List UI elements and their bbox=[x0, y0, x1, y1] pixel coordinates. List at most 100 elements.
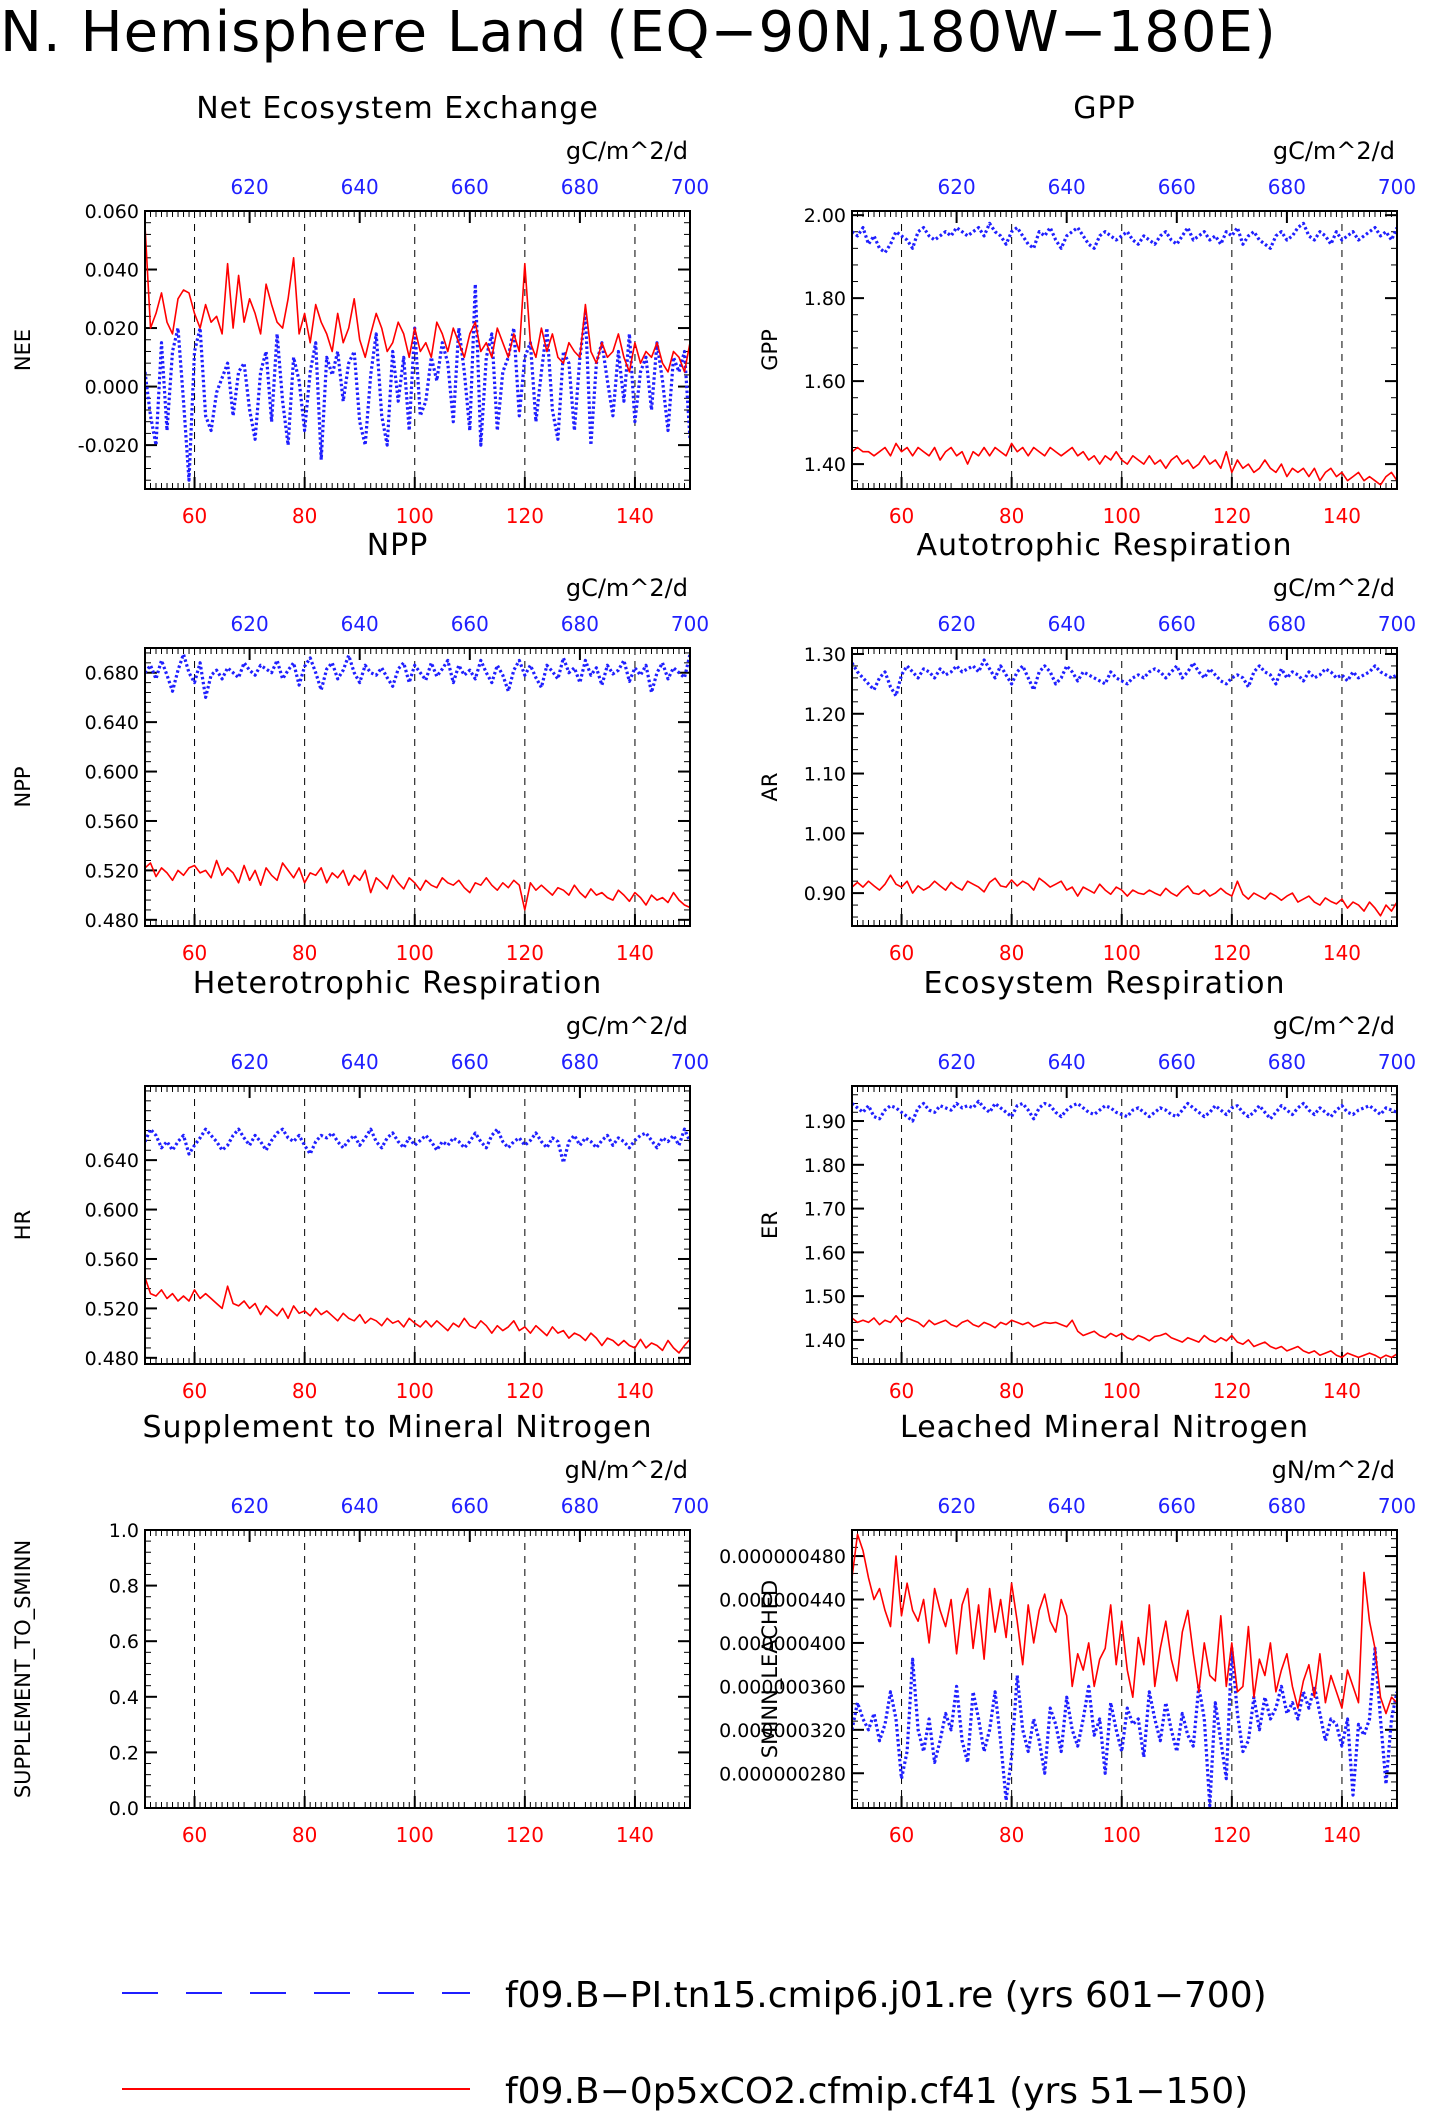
x-tick-label: 140 bbox=[616, 1823, 654, 1847]
top-tick-label: 620 bbox=[938, 612, 976, 636]
y-axis-label: NPP bbox=[11, 766, 35, 807]
series-line-a bbox=[852, 1646, 1397, 1808]
chart-title: Ecosystem Respiration bbox=[924, 966, 1286, 1001]
y-tick-label: 1.60 bbox=[804, 371, 846, 393]
chart-title: Net Ecosystem Exchange bbox=[196, 91, 599, 126]
y-tick-label: 1.80 bbox=[804, 1155, 846, 1177]
x-tick-label: 100 bbox=[1103, 1379, 1141, 1403]
series-line-b bbox=[852, 874, 1397, 917]
x-tick-label: 120 bbox=[506, 504, 544, 528]
y-tick-label: 0.480 bbox=[85, 910, 139, 932]
y-tick-label: 0.060 bbox=[85, 201, 139, 223]
chart-title: Supplement to Mineral Nitrogen bbox=[143, 1410, 653, 1445]
y-tick-label: 0.520 bbox=[85, 860, 139, 882]
top-axis-units: gC/m^2/d bbox=[1273, 574, 1395, 602]
series-line-a bbox=[852, 1099, 1397, 1123]
top-tick-label: 680 bbox=[561, 1050, 599, 1074]
x-tick-label: 60 bbox=[182, 504, 207, 528]
chart-panel-5: Heterotrophic Respiration gC/m^2/d 60 80 100… bbox=[11, 966, 709, 1403]
chart-panel-7: Supplement to Mineral Nitrogen gN/m^2/d 60… bbox=[11, 1410, 709, 1847]
top-tick-label: 660 bbox=[451, 1494, 489, 1518]
top-tick-label: 620 bbox=[231, 175, 269, 199]
x-tick-label: 100 bbox=[1103, 1823, 1141, 1847]
top-tick-label: 640 bbox=[341, 175, 379, 199]
series-line-b bbox=[852, 1315, 1397, 1360]
x-tick-label: 140 bbox=[1323, 941, 1361, 965]
chart-title: Autotrophic Respiration bbox=[916, 528, 1292, 563]
x-tick-label: 120 bbox=[1213, 504, 1251, 528]
plot-frame bbox=[851, 210, 1398, 490]
series-line-b bbox=[145, 859, 690, 911]
chart-title: Heterotrophic Respiration bbox=[193, 966, 603, 1001]
y-axis-label: GPP bbox=[758, 329, 782, 371]
top-tick-label: 700 bbox=[1378, 1050, 1416, 1074]
y-tick-label: 0.640 bbox=[85, 1150, 139, 1172]
y-tick-label: -0.020 bbox=[78, 435, 139, 457]
y-tick-label: 1.20 bbox=[804, 704, 846, 726]
y-tick-label: 0.520 bbox=[85, 1298, 139, 1320]
top-tick-label: 680 bbox=[1268, 1494, 1306, 1518]
top-tick-label: 700 bbox=[671, 175, 709, 199]
series-line-a bbox=[145, 1127, 690, 1165]
top-axis-units: gC/m^2/d bbox=[566, 1012, 688, 1040]
y-tick-label: 1.60 bbox=[804, 1242, 846, 1264]
top-tick-label: 620 bbox=[231, 612, 269, 636]
y-tick-label: 0.600 bbox=[85, 1200, 139, 1222]
x-tick-label: 80 bbox=[999, 1379, 1024, 1403]
x-tick-label: 100 bbox=[1103, 941, 1141, 965]
plot-frame bbox=[144, 1085, 691, 1365]
y-axis-label: ER bbox=[758, 1211, 782, 1239]
y-axis-label: AR bbox=[758, 773, 782, 802]
top-tick-label: 660 bbox=[451, 612, 489, 636]
top-tick-label: 680 bbox=[1268, 175, 1306, 199]
y-tick-label: 1.40 bbox=[804, 1330, 846, 1352]
y-tick-label: 0.560 bbox=[85, 1249, 139, 1271]
top-tick-label: 680 bbox=[561, 175, 599, 199]
legend-label-a: f09.B−PI.tn15.cmip6.j01.re (yrs 601−700) bbox=[505, 1975, 1267, 2016]
top-tick-label: 680 bbox=[1268, 1050, 1306, 1074]
series-line-b bbox=[145, 225, 690, 373]
series-line-b bbox=[145, 1277, 690, 1354]
chart-title: Leached Mineral Nitrogen bbox=[900, 1410, 1309, 1445]
y-tick-label: 1.70 bbox=[804, 1199, 846, 1221]
x-tick-label: 120 bbox=[1213, 1379, 1251, 1403]
top-tick-label: 660 bbox=[1158, 612, 1196, 636]
y-tick-label: 0.000000400 bbox=[719, 1633, 846, 1655]
top-tick-label: 680 bbox=[561, 1494, 599, 1518]
x-tick-label: 120 bbox=[1213, 1823, 1251, 1847]
series-line-b bbox=[852, 442, 1397, 486]
series-line-b bbox=[852, 1533, 1397, 1715]
chart-panel-6: Ecosystem Respiration gC/m^2/d 60 80 100 120 1… bbox=[758, 966, 1416, 1403]
y-tick-label: 1.80 bbox=[804, 288, 846, 310]
top-tick-label: 700 bbox=[1378, 1494, 1416, 1518]
x-tick-label: 80 bbox=[999, 1823, 1024, 1847]
x-tick-label: 120 bbox=[506, 1379, 544, 1403]
page-title: N. Hemisphere Land (EQ−90N,180W−180E) bbox=[0, 0, 1277, 65]
y-tick-label: 1.40 bbox=[804, 454, 846, 476]
top-tick-label: 620 bbox=[231, 1050, 269, 1074]
chart-title: NPP bbox=[367, 528, 429, 563]
x-tick-label: 120 bbox=[1213, 941, 1251, 965]
x-tick-label: 140 bbox=[616, 1379, 654, 1403]
y-tick-label: 0.020 bbox=[85, 318, 139, 340]
y-tick-label: 0.000000480 bbox=[719, 1546, 846, 1568]
x-tick-label: 60 bbox=[889, 504, 914, 528]
y-tick-label: 1.50 bbox=[804, 1286, 846, 1308]
top-tick-label: 640 bbox=[1048, 1494, 1086, 1518]
top-axis-units: gN/m^2/d bbox=[1272, 1456, 1395, 1484]
top-tick-label: 700 bbox=[671, 1494, 709, 1518]
top-tick-label: 660 bbox=[451, 175, 489, 199]
x-tick-label: 140 bbox=[1323, 1823, 1361, 1847]
top-tick-label: 640 bbox=[1048, 612, 1086, 636]
top-tick-label: 640 bbox=[1048, 175, 1086, 199]
chart-panel-1: Net Ecosystem Exchange gC/m^2/d 60 80 100 120… bbox=[11, 91, 709, 528]
plot-frame bbox=[144, 1529, 691, 1809]
top-tick-label: 620 bbox=[938, 175, 976, 199]
chart-panel-2: GPP gC/m^2/d 60 80 100 120 140 620 640 660 680 700 1… bbox=[758, 91, 1416, 528]
x-tick-label: 140 bbox=[616, 941, 654, 965]
x-tick-label: 80 bbox=[292, 1823, 317, 1847]
y-tick-label: 0.680 bbox=[85, 663, 139, 685]
y-axis-label: HR bbox=[11, 1210, 35, 1240]
